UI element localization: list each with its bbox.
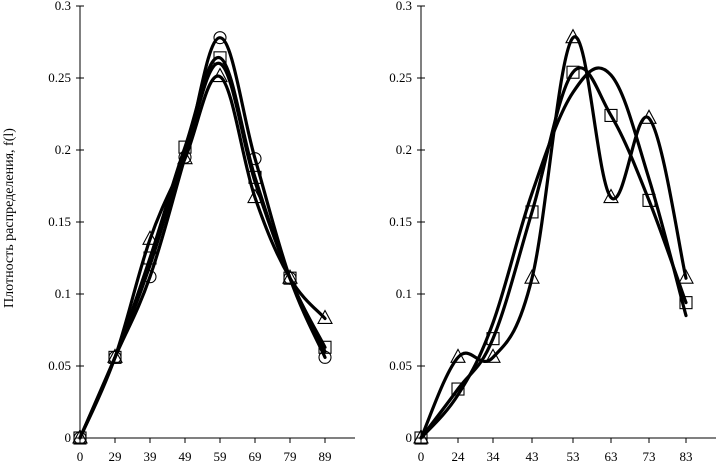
data-point-square [566,65,580,79]
data-point-square [283,271,297,285]
data-point-circle [143,270,157,284]
x-tick-label: 29 [109,449,122,463]
series-line-3 [78,74,327,440]
x-tick-label: 79 [284,449,297,463]
x-tick-label: 34 [487,449,501,463]
x-tick-label: 83 [680,449,693,463]
x-tick-label: 63 [605,449,618,463]
data-point-triangle [641,109,657,124]
x-tick-label: 39 [144,449,157,463]
data-point-triangle [72,428,88,444]
x-tick-label: 89 [319,449,332,463]
x-tick-label: 0 [77,449,84,463]
data-point-square [642,193,656,207]
data-point-circle [248,152,262,166]
data-point-square [213,51,227,65]
left-chart-panel: 0 0.05 0.1 0.15 0.2 0.25 0.3 0 29 39 49 59 69 79 89 [48,0,355,463]
data-point-square [414,431,428,445]
data-point-triangle [524,268,540,284]
y-tick-label: 0.2 [396,142,412,157]
data-point-circle [318,350,332,364]
data-point-triangle [413,428,429,444]
y-tick-label: 0 [406,430,413,445]
data-point-triangle [142,230,158,245]
data-point-triangle [247,188,263,204]
x-tick-label: 43 [526,449,539,463]
series-line-1 [419,35,688,440]
y-tick-label: 0.25 [389,70,412,85]
data-point-triangle [603,188,619,204]
y-tick-label: 0.05 [48,358,71,373]
y-tick-label: 0.05 [389,358,412,373]
y-tick-label: 0 [65,430,72,445]
data-point-triangle [317,309,333,325]
y-axis-label: Плотность распределения, f(l) [2,128,17,308]
series-line-4 [78,61,327,440]
series-line-2 [78,56,327,440]
x-tick-label: 73 [643,449,656,463]
data-point-square [679,296,693,310]
data-point-circle [213,31,227,45]
data-point-triangle [177,149,193,165]
x-tick-label: 59 [214,449,227,463]
data-point-triangle [282,268,298,284]
data-point-square [248,170,262,184]
data-point-triangle [107,348,123,363]
x-tick-label: 0 [418,449,425,463]
data-point-square [604,108,618,122]
data-point-square [318,340,332,354]
data-point-triangle [678,268,694,284]
y-tick-label: 0.25 [48,70,71,85]
y-tick-label: 0.3 [396,0,412,13]
data-point-square [486,332,500,346]
x-tick-label: 69 [249,449,262,463]
y-tick-label: 0.1 [396,286,412,301]
data-point-square [525,205,539,219]
x-tick-label: 53 [567,449,580,463]
x-tick-label: 24 [452,449,466,463]
data-point-square [73,431,87,445]
y-tick-label: 0.15 [389,214,412,229]
data-point-square [143,251,157,265]
data-point-triangle [212,67,228,83]
data-point-triangle [450,348,466,363]
y-tick-label: 0.1 [55,286,71,301]
x-tick-label: 49 [179,449,192,463]
data-point-triangle [485,348,501,363]
data-point-square [108,350,122,364]
data-point-square [451,382,465,396]
series-line-3 [419,66,688,440]
y-tick-label: 0.3 [55,0,71,13]
data-point-square [178,140,192,154]
y-tick-label: 0.15 [48,214,71,229]
y-tick-label: 0.2 [55,142,71,157]
data-point-triangle [565,28,581,44]
right-chart-panel: 0 0.05 0.1 0.15 0.2 0.25 0.3 0 24 34 43 53 63 73 83 [389,0,716,463]
